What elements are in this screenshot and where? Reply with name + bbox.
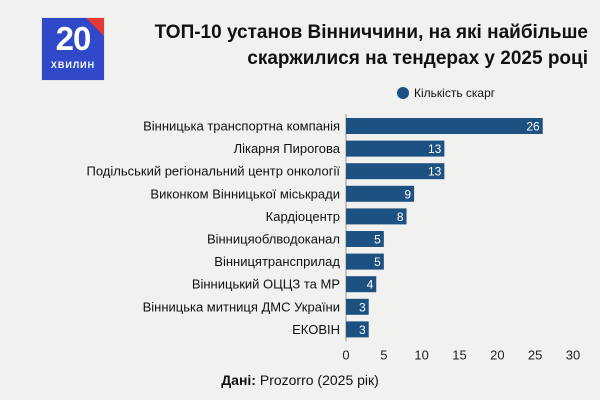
data-label: 4 xyxy=(367,278,374,292)
bar xyxy=(346,163,445,180)
legend-label: Кількість скарг xyxy=(414,86,496,100)
bar xyxy=(346,321,369,338)
category-label: Виконком Вінницької міськради xyxy=(150,186,340,201)
bar xyxy=(346,118,543,134)
chart-title-line-2: скаржилися на тендерах у 2025 році xyxy=(247,48,588,69)
data-label: 3 xyxy=(359,323,366,337)
data-label: 26 xyxy=(526,120,540,134)
category-label: Подільський регіональний центр онкології xyxy=(86,164,340,179)
data-label: 5 xyxy=(374,233,381,247)
x-tick-label: 20 xyxy=(490,347,504,362)
category-label: Вінницятрансприлад xyxy=(214,254,340,269)
data-label: 5 xyxy=(374,255,381,269)
bar xyxy=(346,231,384,247)
bar xyxy=(346,253,384,270)
category-label: Лікарня Пирогова xyxy=(234,141,341,156)
legend: Кількість скарг xyxy=(397,86,495,100)
x-tick-label: 5 xyxy=(380,347,387,362)
x-tick-label: 15 xyxy=(452,347,466,362)
data-label: 9 xyxy=(404,187,411,201)
bar xyxy=(346,185,415,202)
data-label: 13 xyxy=(428,142,442,156)
source-note: Дані: Prozorro (2025 рік) xyxy=(0,372,600,388)
bar xyxy=(346,298,369,315)
logo-accent xyxy=(86,18,104,36)
logo: 20 ХВИЛИН xyxy=(42,18,104,80)
data-label: 8 xyxy=(397,210,404,224)
chart-title-line-1: ТОП-10 установ Вінниччини, на які найбіл… xyxy=(154,22,588,43)
bar xyxy=(346,276,377,293)
logo-number: 20 xyxy=(55,20,92,57)
logo-word: ХВИЛИН xyxy=(50,60,96,70)
chart-title: ТОП-10 установ Вінниччини, на які найбіл… xyxy=(118,20,588,72)
category-label: Вінницький ОЦЦЗ та МР xyxy=(192,277,340,292)
x-tick-label: 25 xyxy=(528,347,542,362)
source-text: Prozorro (2025 рік) xyxy=(259,372,379,388)
category-label: Вінницька транспортна компанія xyxy=(143,119,340,134)
data-label: 3 xyxy=(359,300,366,314)
category-label: Вінницька митниця ДМС України xyxy=(143,299,340,314)
x-tick-label: 10 xyxy=(414,347,428,362)
x-tick-label: 30 xyxy=(566,347,580,362)
category-label: ЕКОВІН xyxy=(292,322,340,337)
category-label: Кардіоцентр xyxy=(266,209,340,224)
legend-marker xyxy=(397,87,409,99)
category-label: Вінницяоблводоканал xyxy=(207,232,340,247)
x-tick-label: 0 xyxy=(342,347,349,362)
bar xyxy=(346,140,445,157)
data-label: 13 xyxy=(428,165,442,179)
bar xyxy=(346,208,407,225)
source-label: Дані: xyxy=(221,372,256,388)
